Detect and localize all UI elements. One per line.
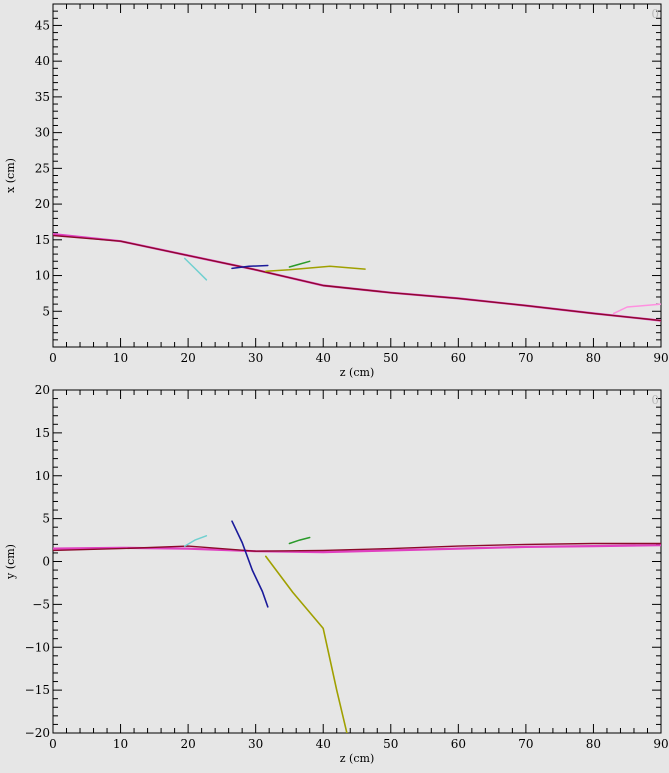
track-series-2	[53, 542, 661, 552]
y-tick-label: 5	[42, 512, 50, 526]
x-tick-label: 0	[49, 351, 57, 365]
track-series-3	[183, 535, 208, 547]
y-tick-label: 45	[35, 18, 50, 32]
y-tick-label: 0	[42, 555, 50, 569]
x-tick-label: 20	[180, 737, 195, 751]
track-series-5	[288, 260, 311, 268]
y-tick-label: 15	[35, 426, 50, 440]
y-tick-label: 25	[35, 161, 50, 175]
y-tick-label: 30	[35, 126, 50, 140]
chart-panel-2: 0 10 20 30 40 50 60 70 80 9020151050−5−10−15−20z …	[4, 383, 669, 765]
corner-label: 0	[651, 7, 659, 21]
track-series-5	[288, 536, 311, 545]
track-series-6	[264, 555, 348, 733]
x-tick-label: 20	[180, 351, 195, 365]
y-tick-label: 10	[35, 469, 50, 483]
x-tick-label: 70	[518, 737, 533, 751]
track-series-7	[612, 303, 661, 315]
track-series-2	[53, 234, 661, 322]
x-tick-label: 60	[451, 351, 466, 365]
x-tick-label: 40	[316, 737, 331, 751]
x-tick-label: 90	[653, 737, 668, 751]
track-series-3	[183, 257, 208, 281]
track-layer	[53, 233, 661, 322]
track-series-1	[53, 544, 661, 554]
y-tick-label: 20	[35, 383, 50, 397]
track-series-1	[53, 233, 661, 322]
track-series-6	[265, 265, 366, 273]
corner-label: 0	[651, 393, 659, 407]
y-tick-label: 20	[35, 197, 50, 211]
chart-panel-1: 0 10 20 30 40 50 60 70 80 90 5 10 15 20 25 30 35 40 45 z (c…	[4, 3, 669, 379]
x-axis-label: z (cm)	[340, 752, 374, 765]
y-tick-label: −20	[25, 726, 50, 740]
x-tick-label: 50	[383, 351, 398, 365]
x-tick-label: 10	[113, 737, 128, 751]
y-tick-label: 15	[35, 233, 50, 247]
x-tick-label: 40	[316, 351, 331, 365]
x-tick-label: 30	[248, 351, 263, 365]
x-tick-label: 60	[451, 737, 466, 751]
x-tick-label: 30	[248, 737, 263, 751]
track-layer	[53, 520, 661, 733]
x-tick-label: 50	[383, 737, 398, 751]
y-tick-label: 10	[35, 269, 50, 283]
y-tick-label: 35	[35, 90, 50, 104]
x-tick-label: 10	[113, 351, 128, 365]
x-axis-label: z (cm)	[340, 366, 374, 379]
x-tick-label: 80	[586, 351, 601, 365]
plot-frame	[52, 389, 662, 734]
x-tick-label: 0	[49, 737, 57, 751]
y-tick-label: −10	[25, 640, 50, 654]
y-tick-label: −5	[32, 597, 50, 611]
track-series-4	[231, 264, 269, 270]
y-axis-label: x (cm)	[4, 158, 17, 193]
y-axis-label: y (cm)	[4, 544, 17, 580]
x-tick-label: 90	[653, 351, 668, 365]
x-tick-label: 80	[586, 737, 601, 751]
y-tick-label: −15	[25, 683, 50, 697]
track-series-4	[231, 520, 269, 608]
y-tick-label: 5	[42, 304, 50, 318]
y-tick-label: 40	[35, 54, 50, 68]
x-tick-label: 70	[518, 351, 533, 365]
plot-frame	[52, 3, 662, 348]
